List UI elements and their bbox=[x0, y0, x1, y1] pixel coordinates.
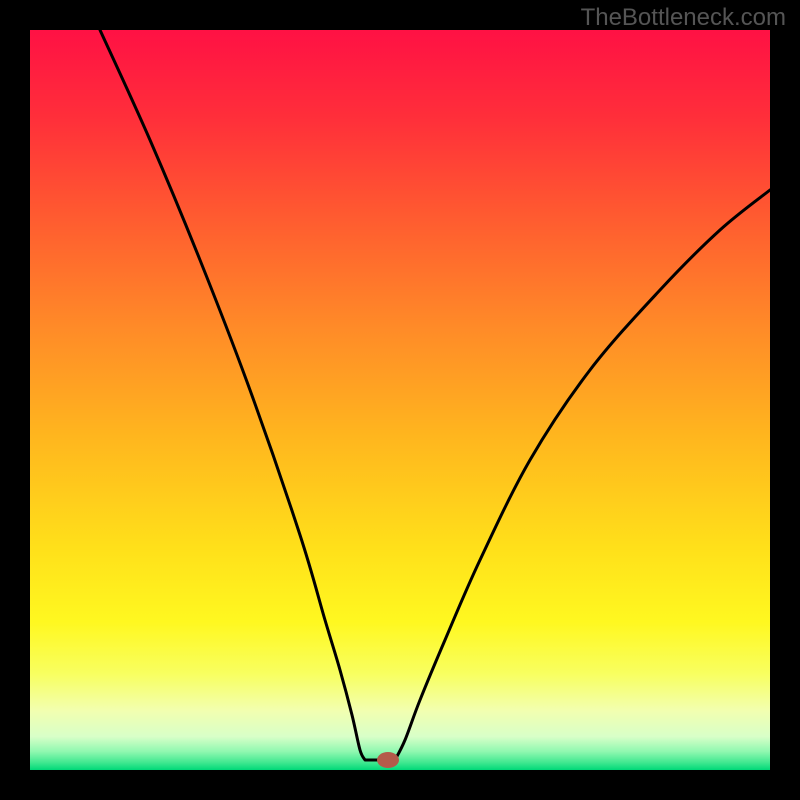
chart-svg bbox=[0, 0, 800, 800]
chart-container: TheBottleneck.com bbox=[0, 0, 800, 800]
watermark-text: TheBottleneck.com bbox=[581, 4, 786, 32]
plot-background bbox=[30, 30, 770, 770]
minimum-marker bbox=[377, 752, 399, 768]
